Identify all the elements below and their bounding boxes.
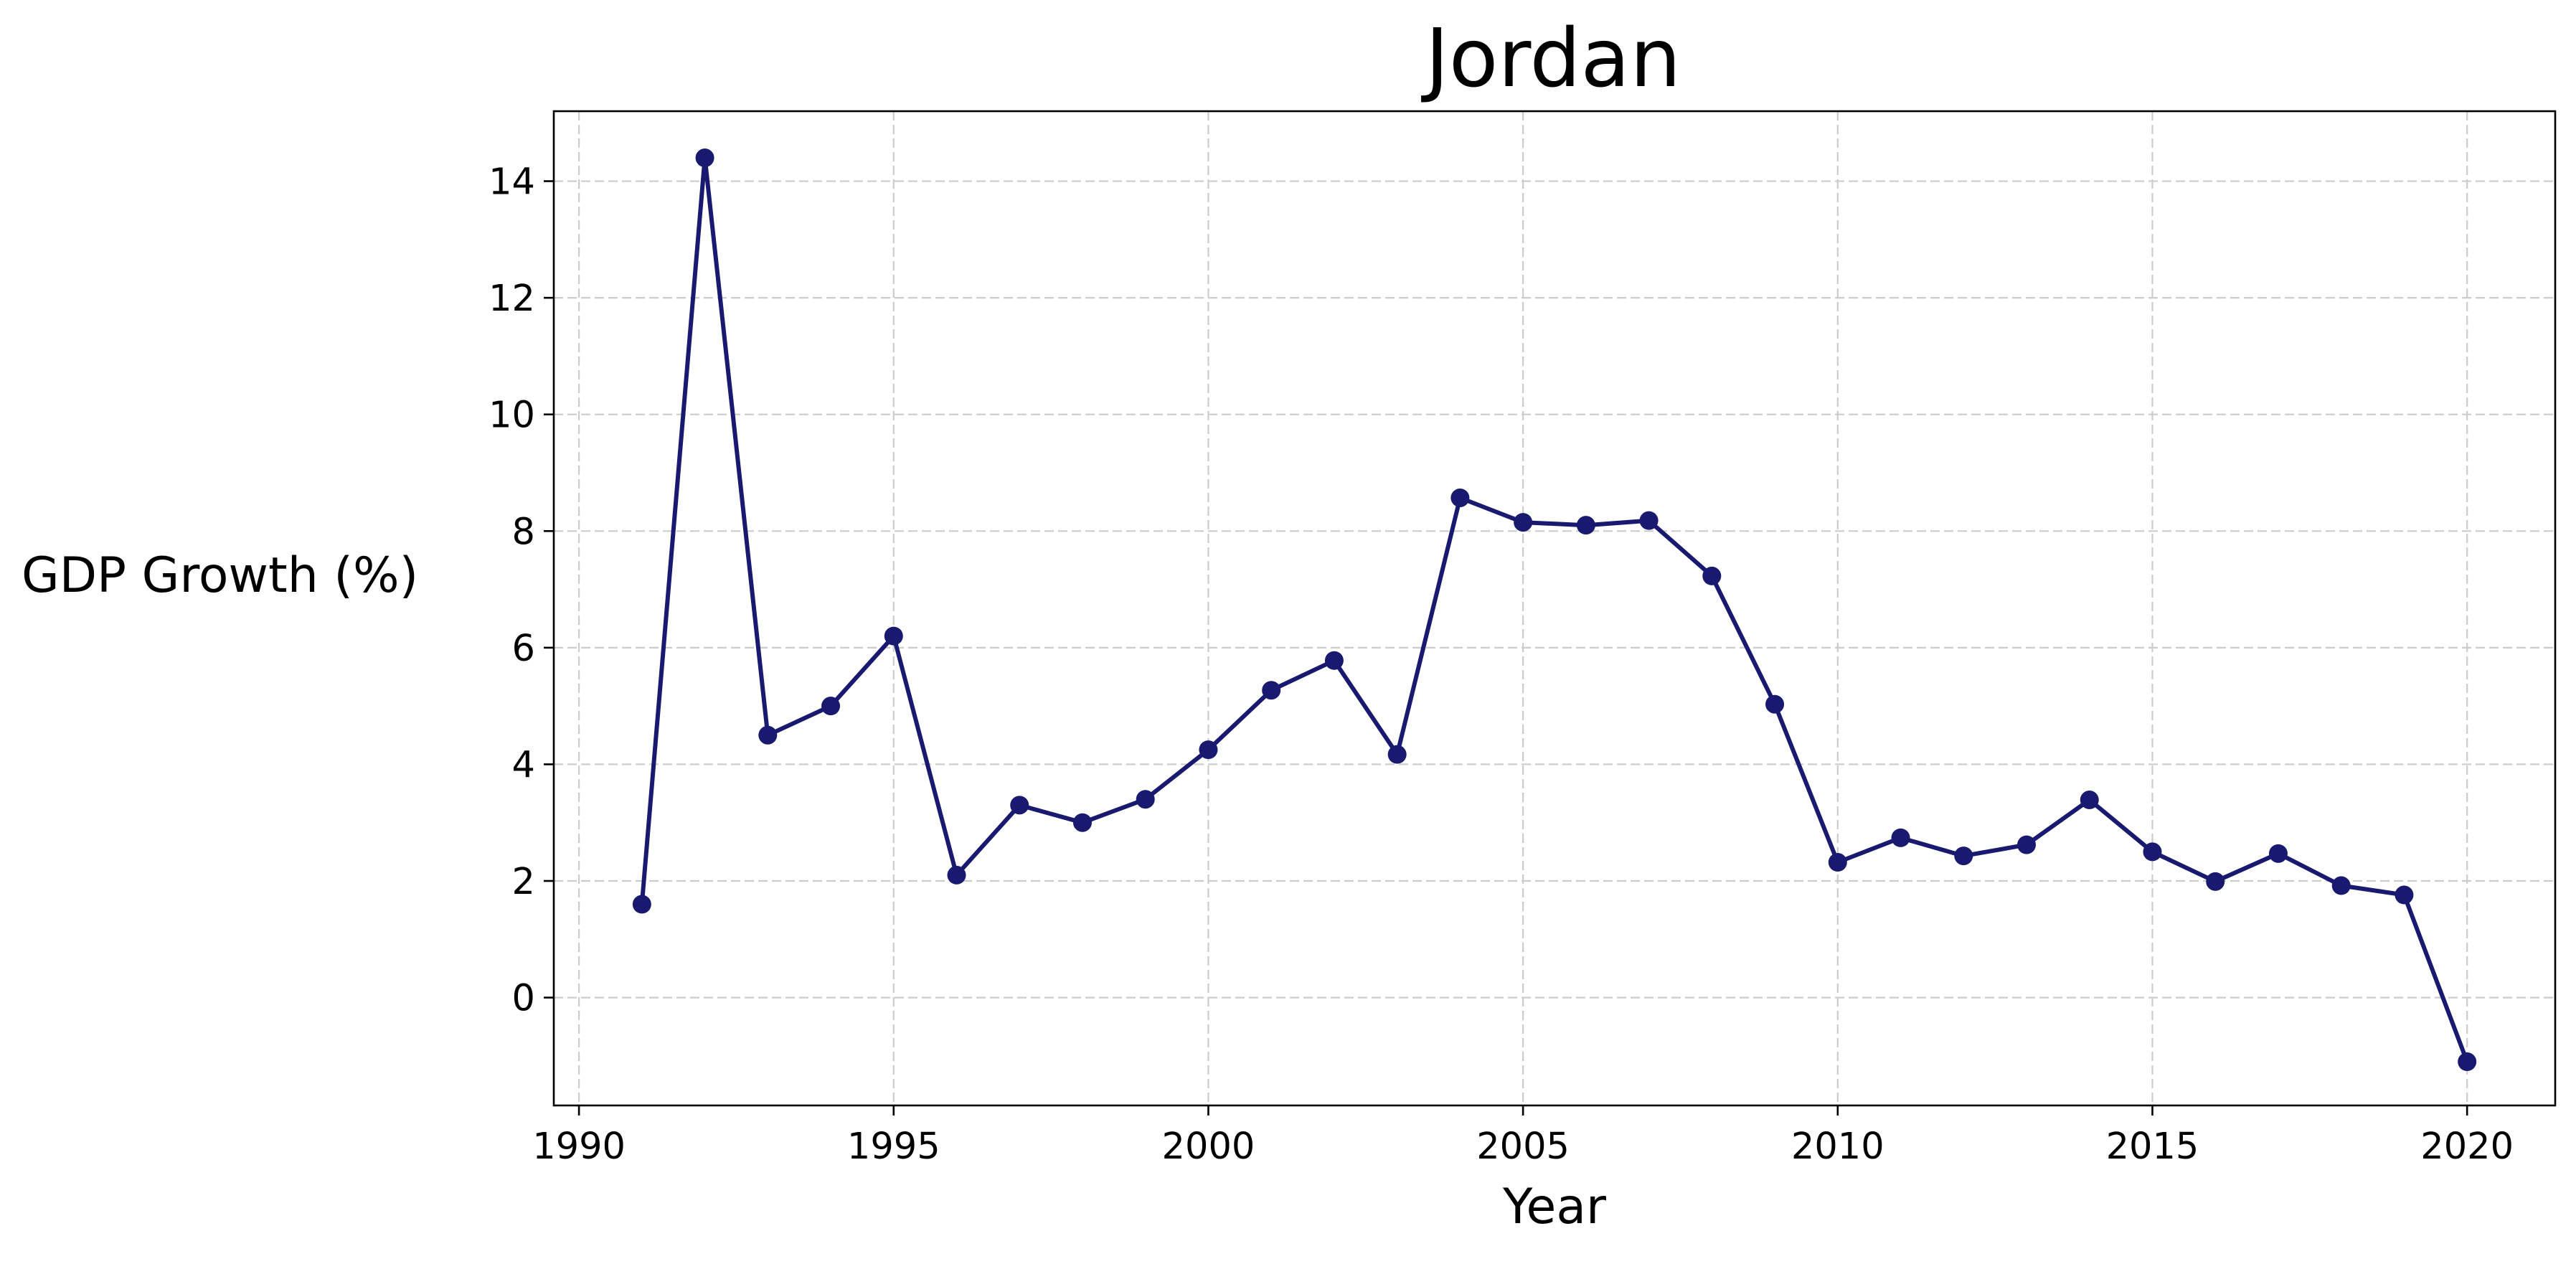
data-point <box>1514 513 1533 532</box>
data-point <box>1199 740 1218 760</box>
y-axis-title: GDP Growth (%) <box>22 547 418 604</box>
y-tick-label: 14 <box>489 161 535 204</box>
y-tick-label: 4 <box>512 744 535 786</box>
data-point <box>2268 844 2288 863</box>
data-point <box>1324 651 1344 670</box>
data-point <box>2331 876 2351 895</box>
data-point <box>2143 842 2162 862</box>
data-point <box>1702 566 1722 585</box>
data-point <box>821 697 841 716</box>
data-point <box>2458 1052 2477 1072</box>
y-tick-label: 12 <box>489 278 535 320</box>
x-axis-title: Year <box>1502 1179 1606 1235</box>
y-tick-label: 10 <box>489 395 535 437</box>
y-tick-label: 2 <box>512 861 535 903</box>
data-point <box>1765 694 1785 714</box>
x-tick-label: 1995 <box>847 1126 940 1168</box>
data-point <box>2017 835 2037 854</box>
data-point <box>1262 681 1281 700</box>
data-point <box>1136 790 1155 809</box>
data-point <box>695 148 714 168</box>
data-point <box>884 626 903 646</box>
data-series <box>632 148 2477 1072</box>
x-tick-label: 2005 <box>1476 1126 1570 1168</box>
data-point <box>1010 796 1029 815</box>
series-line <box>639 156 2470 1064</box>
data-point <box>1450 488 1470 507</box>
x-tick-label: 2000 <box>1162 1126 1255 1168</box>
x-tick-label: 2010 <box>1791 1126 1884 1168</box>
data-point <box>758 725 778 745</box>
data-point <box>947 865 966 885</box>
data-point <box>1891 828 1910 847</box>
data-point <box>2080 791 2099 810</box>
data-point <box>1639 511 1659 530</box>
data-point <box>632 895 651 914</box>
data-point <box>1387 745 1407 764</box>
plot-area-frame <box>552 110 2557 1107</box>
data-point <box>2206 872 2225 891</box>
x-tick-label: 2020 <box>2420 1126 2514 1168</box>
x-tick-label: 2015 <box>2106 1126 2199 1168</box>
data-point <box>2395 885 2414 905</box>
data-point <box>1576 516 1595 535</box>
y-tick-label: 6 <box>512 628 535 670</box>
y-tick-label: 0 <box>512 978 535 1020</box>
data-point <box>1828 853 1847 872</box>
y-tick-label: 8 <box>512 511 535 553</box>
data-point <box>1072 813 1092 832</box>
chart-title: Jordan <box>1421 12 1681 105</box>
axis-ticks: 1990 1995 2000 2005 2010 2015 2020 0 2 4 6 8 10 12 14 <box>489 161 2514 1168</box>
data-point <box>1954 846 1973 866</box>
x-tick-label: 1990 <box>532 1126 626 1168</box>
grid <box>554 111 2555 1105</box>
